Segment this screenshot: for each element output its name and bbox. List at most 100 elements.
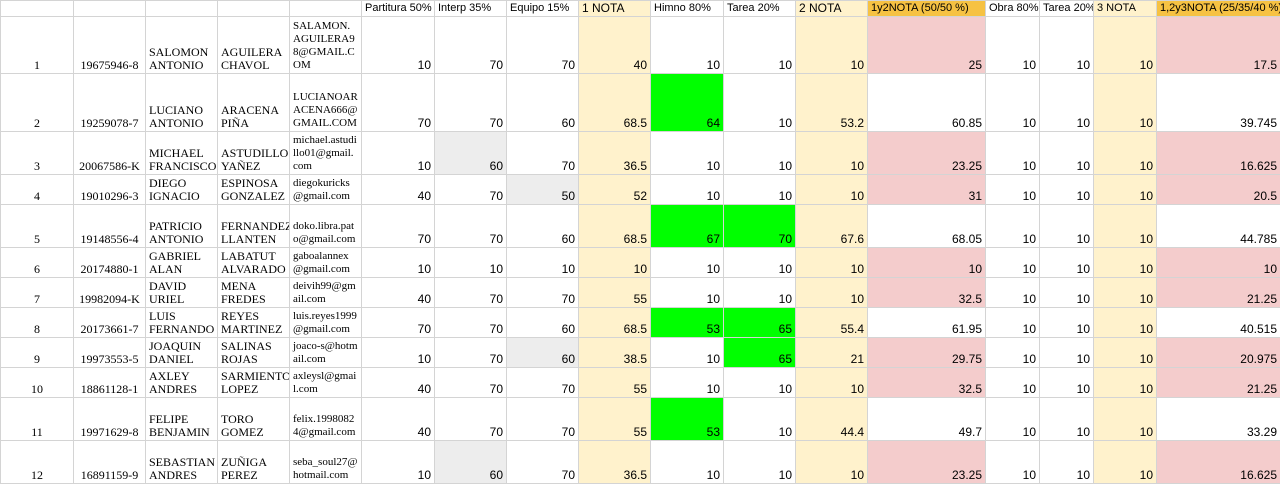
- tarea2-cell[interactable]: 10: [1040, 338, 1094, 368]
- equipo-cell[interactable]: 70: [507, 368, 579, 398]
- email-cell[interactable]: doko.libra.pato@gmail.com: [290, 205, 362, 248]
- equipo-cell[interactable]: 70: [507, 17, 579, 74]
- tarea1-cell[interactable]: 10: [724, 132, 796, 175]
- row-number-cell[interactable]: 2: [1, 74, 74, 132]
- nota2-cell[interactable]: 67.6: [796, 205, 868, 248]
- row-number-cell[interactable]: 8: [1, 308, 74, 338]
- nota2-cell[interactable]: 10: [796, 368, 868, 398]
- row-number-cell[interactable]: 7: [1, 278, 74, 308]
- last-names-cell[interactable]: ESPINOSA GONZALEZ: [218, 175, 290, 205]
- nota12-cell[interactable]: 25: [868, 17, 986, 74]
- nota1-cell[interactable]: 55: [579, 368, 651, 398]
- partitura-cell[interactable]: 70: [362, 74, 435, 132]
- himno-cell[interactable]: 10: [651, 368, 724, 398]
- himno-cell[interactable]: 10: [651, 441, 724, 484]
- nota2-cell[interactable]: 10: [796, 132, 868, 175]
- nota12-cell[interactable]: 60.85: [868, 74, 986, 132]
- header-equipo[interactable]: Equipo 15%: [507, 1, 579, 17]
- final-cell[interactable]: 16.625: [1157, 441, 1280, 484]
- nota3-cell[interactable]: 10: [1094, 368, 1157, 398]
- first-names-cell[interactable]: PATRICIO ANTONIO: [146, 205, 218, 248]
- himno-cell[interactable]: 10: [651, 248, 724, 278]
- himno-cell[interactable]: 10: [651, 175, 724, 205]
- header-obra[interactable]: Obra 80%: [986, 1, 1040, 17]
- first-names-cell[interactable]: MICHAEL FRANCISCO: [146, 132, 218, 175]
- obra-cell[interactable]: 10: [986, 398, 1040, 441]
- obra-cell[interactable]: 10: [986, 338, 1040, 368]
- nota1-cell[interactable]: 68.5: [579, 205, 651, 248]
- obra-cell[interactable]: 10: [986, 205, 1040, 248]
- equipo-cell[interactable]: 60: [507, 338, 579, 368]
- obra-cell[interactable]: 10: [986, 74, 1040, 132]
- final-cell[interactable]: 16.625: [1157, 132, 1280, 175]
- himno-cell[interactable]: 10: [651, 278, 724, 308]
- nota12-cell[interactable]: 49.7: [868, 398, 986, 441]
- interp-cell[interactable]: 70: [435, 175, 507, 205]
- equipo-cell[interactable]: 70: [507, 398, 579, 441]
- tarea2-cell[interactable]: 10: [1040, 398, 1094, 441]
- last-names-cell[interactable]: ZUÑIGA PEREZ: [218, 441, 290, 484]
- nota2-cell[interactable]: 10: [796, 278, 868, 308]
- email-cell[interactable]: deivih99@gmail.com: [290, 278, 362, 308]
- last-names-cell[interactable]: SARMIENTO LOPEZ: [218, 368, 290, 398]
- tarea1-cell[interactable]: 10: [724, 248, 796, 278]
- nota1-cell[interactable]: 40: [579, 17, 651, 74]
- nota3-cell[interactable]: 10: [1094, 17, 1157, 74]
- tarea1-cell[interactable]: 10: [724, 368, 796, 398]
- obra-cell[interactable]: 10: [986, 278, 1040, 308]
- row-number-cell[interactable]: 12: [1, 441, 74, 484]
- header-tarea2[interactable]: Tarea 20%: [1040, 1, 1094, 17]
- partitura-cell[interactable]: 10: [362, 338, 435, 368]
- nota3-cell[interactable]: 10: [1094, 248, 1157, 278]
- row-number-cell[interactable]: 5: [1, 205, 74, 248]
- nota12-cell[interactable]: 61.95: [868, 308, 986, 338]
- interp-cell[interactable]: 70: [435, 338, 507, 368]
- equipo-cell[interactable]: 60: [507, 205, 579, 248]
- last-names-cell[interactable]: FERNANDEZ LLANTEN: [218, 205, 290, 248]
- header-final[interactable]: 1,2y3NOTA (25/35/40 %): [1157, 1, 1280, 17]
- header-partitura[interactable]: Partitura 50%: [362, 1, 435, 17]
- tarea2-cell[interactable]: 10: [1040, 368, 1094, 398]
- final-cell[interactable]: 20.975: [1157, 338, 1280, 368]
- header-himno[interactable]: Himno 80%: [651, 1, 724, 17]
- nota1-cell[interactable]: 52: [579, 175, 651, 205]
- partitura-cell[interactable]: 10: [362, 248, 435, 278]
- first-names-cell[interactable]: JOAQUIN DANIEL: [146, 338, 218, 368]
- himno-cell[interactable]: 10: [651, 17, 724, 74]
- tarea1-cell[interactable]: 65: [724, 308, 796, 338]
- nota12-cell[interactable]: 68.05: [868, 205, 986, 248]
- tarea2-cell[interactable]: 10: [1040, 17, 1094, 74]
- header-nota12[interactable]: 1y2NOTA (50/50 %): [868, 1, 986, 17]
- interp-cell[interactable]: 70: [435, 278, 507, 308]
- nota3-cell[interactable]: 10: [1094, 441, 1157, 484]
- himno-cell[interactable]: 10: [651, 338, 724, 368]
- final-cell[interactable]: 17.5: [1157, 17, 1280, 74]
- last-names-cell[interactable]: SALINAS ROJAS: [218, 338, 290, 368]
- nota1-cell[interactable]: 55: [579, 278, 651, 308]
- header-nota2[interactable]: 2 NOTA: [796, 1, 868, 17]
- nota2-cell[interactable]: 10: [796, 248, 868, 278]
- nota12-cell[interactable]: 29.75: [868, 338, 986, 368]
- rut-cell[interactable]: 19982094-K: [74, 278, 146, 308]
- tarea1-cell[interactable]: 70: [724, 205, 796, 248]
- obra-cell[interactable]: 10: [986, 248, 1040, 278]
- nota12-cell[interactable]: 23.25: [868, 441, 986, 484]
- first-names-cell[interactable]: FELIPE BENJAMIN: [146, 398, 218, 441]
- tarea1-cell[interactable]: 10: [724, 441, 796, 484]
- header-cell[interactable]: [74, 1, 146, 17]
- first-names-cell[interactable]: DAVID URIEL: [146, 278, 218, 308]
- nota2-cell[interactable]: 53.2: [796, 74, 868, 132]
- header-nota1[interactable]: 1 NOTA: [579, 1, 651, 17]
- nota2-cell[interactable]: 10: [796, 175, 868, 205]
- interp-cell[interactable]: 70: [435, 398, 507, 441]
- interp-cell[interactable]: 70: [435, 74, 507, 132]
- last-names-cell[interactable]: ASTUDILLO YAÑEZ: [218, 132, 290, 175]
- last-names-cell[interactable]: MENA FREDES: [218, 278, 290, 308]
